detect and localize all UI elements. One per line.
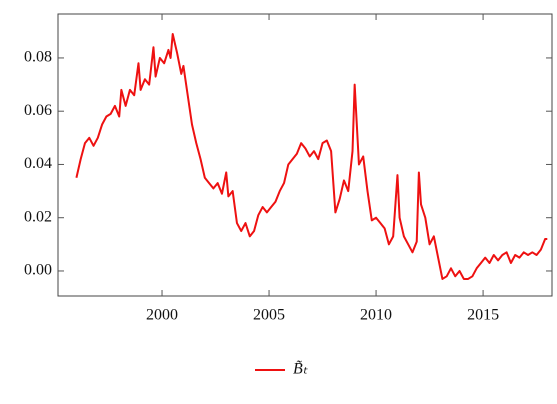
- plot-frame: [57, 13, 553, 297]
- y-tick-label: 0.02: [24, 208, 52, 225]
- y-tick-label: 0.04: [24, 155, 52, 172]
- data-line: [75, 32, 548, 280]
- legend-label: B̃ₜ: [293, 360, 308, 378]
- x-tick-label: 2005: [253, 307, 285, 324]
- x-tick-label: 2000: [146, 307, 178, 324]
- x-tick-label: 2015: [467, 307, 499, 324]
- y-tick-label: 0.00: [24, 262, 52, 279]
- y-tick-label: 0.08: [24, 49, 52, 66]
- x-tick-label: 2010: [360, 307, 392, 324]
- y-tick-label: 0.06: [24, 102, 52, 119]
